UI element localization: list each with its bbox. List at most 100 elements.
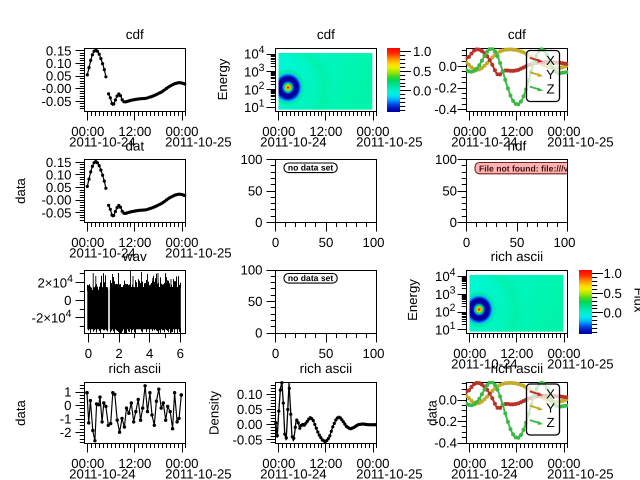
svg-text:cdf: cdf — [126, 27, 144, 42]
svg-text:2011-10-24: 2011-10-24 — [451, 357, 517, 372]
svg-text:0: 0 — [255, 326, 262, 341]
svg-text:0.0: 0.0 — [439, 59, 457, 74]
svg-text:12:00: 12:00 — [118, 235, 151, 250]
svg-text:0.15: 0.15 — [46, 155, 72, 170]
svg-text:4: 4 — [146, 346, 153, 361]
svg-text:0: 0 — [255, 215, 262, 230]
svg-text:Flux: Flux — [632, 288, 640, 313]
svg-text:0: 0 — [463, 235, 470, 250]
svg-text:2: 2 — [115, 346, 122, 361]
svg-text:-2×104: -2×104 — [32, 308, 72, 326]
svg-text:-2: -2 — [60, 425, 72, 440]
svg-text:00:00: 00:00 — [165, 456, 198, 471]
svg-text:0: 0 — [272, 346, 279, 361]
svg-text:50: 50 — [248, 184, 263, 199]
svg-text:2011-10-24: 2011-10-24 — [69, 246, 135, 261]
svg-text:hdf: hdf — [508, 138, 527, 153]
svg-text:-0.00: -0.00 — [41, 193, 71, 208]
svg-text:Energy: Energy — [215, 58, 230, 100]
svg-text:2×104: 2×104 — [37, 273, 73, 291]
svg-text:0.00: 0.00 — [237, 417, 263, 432]
svg-text:2011-10-24: 2011-10-24 — [69, 467, 135, 480]
svg-text:0: 0 — [272, 235, 279, 250]
svg-text:2011-10-24: 2011-10-24 — [260, 467, 326, 480]
svg-text:wav: wav — [122, 249, 147, 264]
svg-text:X: X — [546, 53, 555, 68]
svg-text:00:00: 00:00 — [71, 124, 104, 139]
svg-text:0.5: 0.5 — [413, 64, 431, 79]
svg-text:12:00: 12:00 — [118, 456, 151, 471]
svg-text:0.0: 0.0 — [413, 84, 431, 99]
svg-text:0.10: 0.10 — [237, 387, 263, 402]
svg-text:0: 0 — [85, 346, 92, 361]
svg-text:-1: -1 — [60, 412, 72, 427]
svg-text:data: data — [425, 400, 440, 426]
svg-text:Z: Z — [546, 415, 554, 430]
svg-text:0.05: 0.05 — [237, 402, 263, 417]
svg-text:12:00: 12:00 — [500, 346, 533, 361]
svg-text:0.0: 0.0 — [604, 306, 622, 321]
svg-text:rich ascii: rich ascii — [109, 361, 162, 376]
svg-text:data: data — [13, 178, 28, 204]
svg-text:00:00: 00:00 — [71, 456, 104, 471]
svg-text:2011-10-25: 2011-10-25 — [165, 467, 231, 480]
svg-text:2011-10-25: 2011-10-25 — [165, 135, 231, 150]
svg-text:50: 50 — [319, 346, 334, 361]
svg-text:2011-10-25: 2011-10-25 — [547, 135, 613, 150]
svg-text:2011-10-25: 2011-10-25 — [356, 135, 422, 150]
svg-text:00:00: 00:00 — [165, 124, 198, 139]
svg-text:rich ascii: rich ascii — [491, 249, 544, 264]
svg-text:50: 50 — [510, 235, 525, 250]
svg-text:50: 50 — [248, 294, 263, 309]
svg-text:-0.4: -0.4 — [434, 436, 457, 451]
svg-text:cdf: cdf — [508, 27, 526, 42]
svg-text:00:00: 00:00 — [547, 346, 580, 361]
svg-text:1.0: 1.0 — [604, 266, 622, 281]
svg-text:rich ascii: rich ascii — [491, 361, 544, 376]
svg-text:00:00: 00:00 — [262, 124, 295, 139]
svg-text:rich ascii: rich ascii — [300, 361, 353, 376]
svg-text:Energy: Energy — [405, 279, 420, 321]
svg-text:-0.2: -0.2 — [434, 414, 457, 429]
svg-text:0.0: 0.0 — [439, 393, 457, 408]
svg-text:-0.4: -0.4 — [434, 102, 457, 117]
svg-text:6: 6 — [177, 346, 184, 361]
svg-text:2011-10-24: 2011-10-24 — [260, 135, 326, 150]
svg-text:50: 50 — [319, 235, 334, 250]
svg-text:-0.2: -0.2 — [434, 81, 457, 96]
svg-text:00:00: 00:00 — [453, 346, 486, 361]
svg-text:00:00: 00:00 — [453, 456, 486, 471]
svg-text:0.05: 0.05 — [46, 180, 72, 195]
svg-text:2011-10-25: 2011-10-25 — [356, 467, 422, 480]
svg-text:1: 1 — [64, 385, 71, 400]
svg-text:2011-10-25: 2011-10-25 — [165, 246, 231, 261]
svg-text:100: 100 — [240, 263, 262, 278]
svg-text:2011-10-24: 2011-10-24 — [69, 135, 135, 150]
svg-text:00:00: 00:00 — [165, 235, 198, 250]
svg-text:2011-10-25: 2011-10-25 — [547, 467, 613, 480]
svg-text:no data set: no data set — [288, 273, 334, 283]
svg-text:Y: Y — [546, 401, 555, 416]
svg-text:-0.05: -0.05 — [232, 432, 262, 447]
svg-text:1.0: 1.0 — [413, 44, 431, 59]
svg-text:Y: Y — [546, 67, 555, 82]
svg-text:-0.05: -0.05 — [41, 94, 71, 109]
svg-text:0: 0 — [64, 398, 71, 413]
svg-text:0: 0 — [450, 215, 457, 230]
svg-text:2011-10-24: 2011-10-24 — [451, 135, 517, 150]
svg-text:00:00: 00:00 — [262, 456, 295, 471]
svg-text:00:00: 00:00 — [547, 456, 580, 471]
svg-text:0.05: 0.05 — [46, 69, 72, 84]
svg-text:-0.00: -0.00 — [41, 81, 71, 96]
svg-text:0: 0 — [64, 293, 71, 308]
svg-text:00:00: 00:00 — [356, 456, 389, 471]
svg-text:-0.05: -0.05 — [41, 205, 71, 220]
svg-text:2011-10-25: 2011-10-25 — [547, 357, 613, 372]
svg-text:File not found: file:///v: File not found: file:///v — [479, 163, 568, 173]
svg-text:Z: Z — [546, 82, 554, 97]
svg-text:12:00: 12:00 — [500, 456, 533, 471]
svg-text:data: data — [13, 400, 28, 426]
svg-text:100: 100 — [240, 152, 262, 167]
svg-text:0.10: 0.10 — [46, 168, 72, 183]
svg-text:00:00: 00:00 — [71, 235, 104, 250]
